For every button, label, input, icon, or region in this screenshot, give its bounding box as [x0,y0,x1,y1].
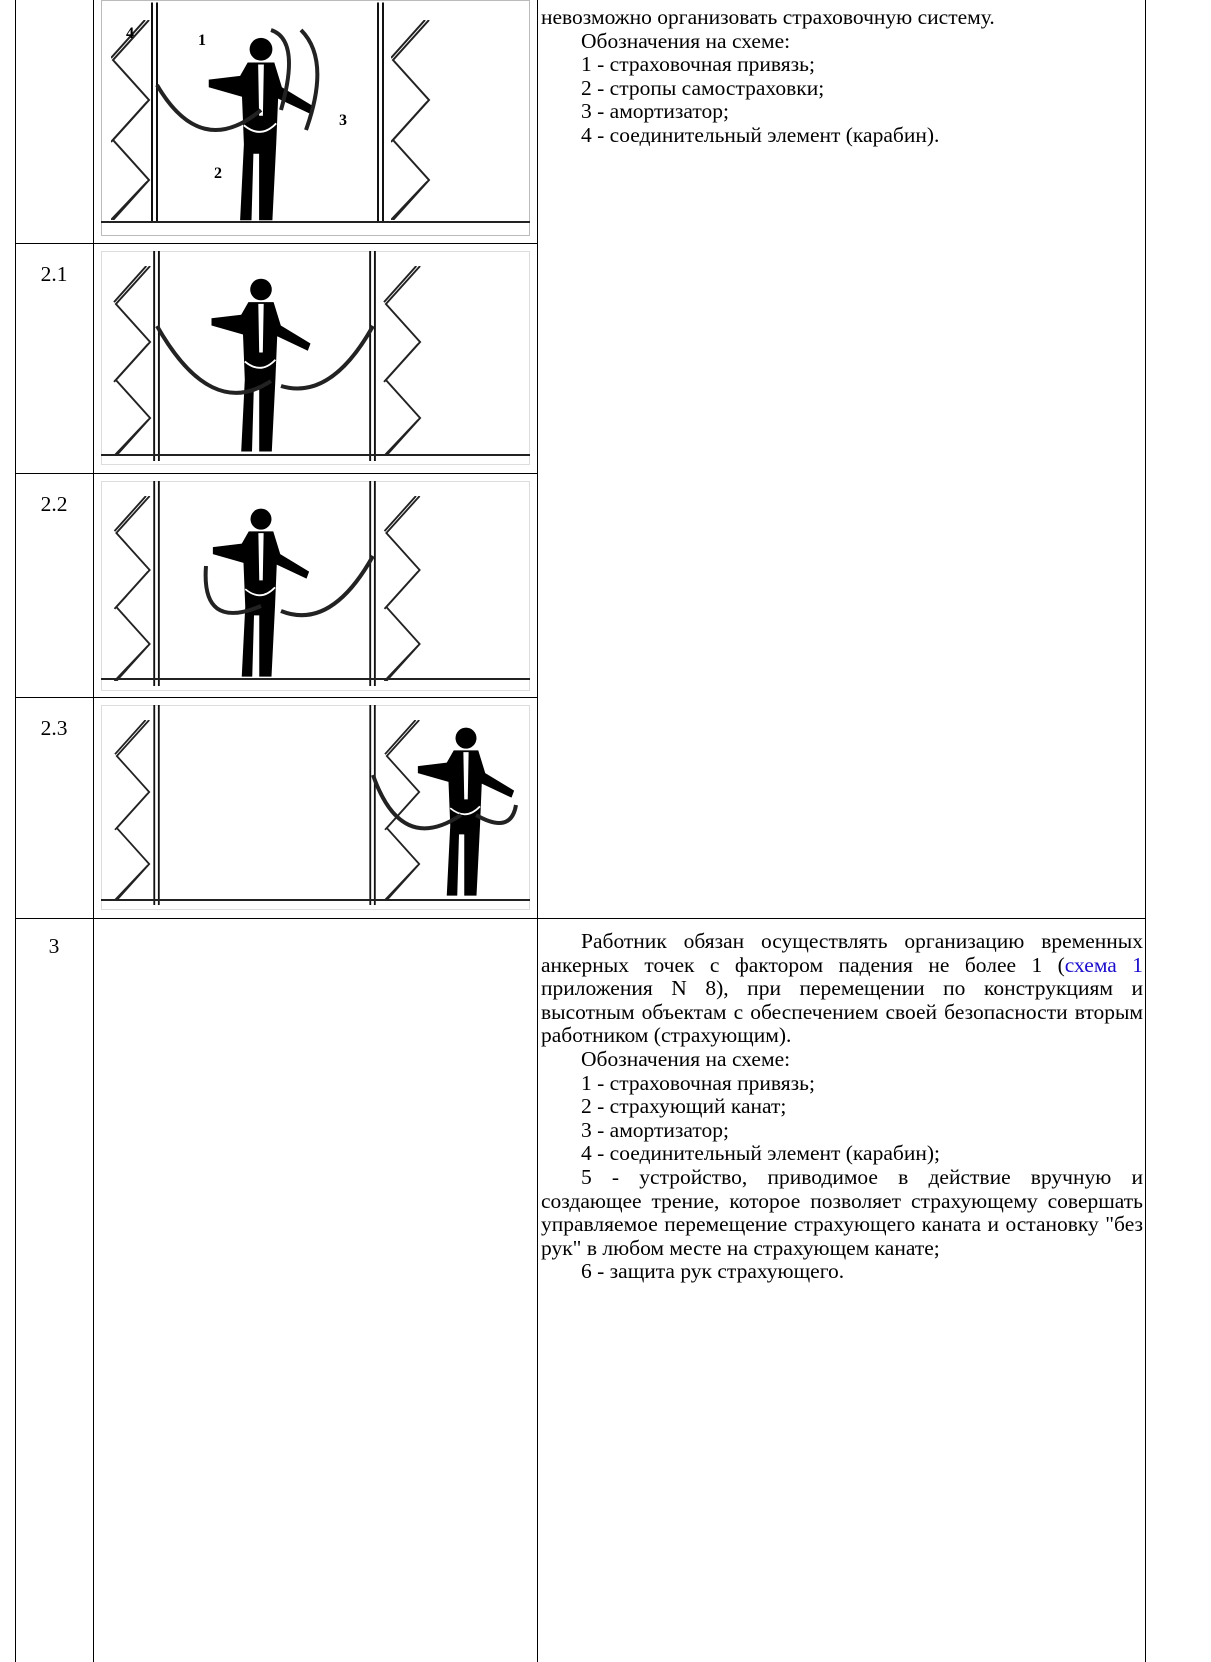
table-border [1145,0,1146,1662]
row-number: 2.1 [40,262,68,286]
table-border [537,0,538,1662]
legend-item: 3 - амортизатор; [581,99,729,124]
text: Работник обязан осуществлять организацию… [541,929,1143,977]
table-border [15,918,1146,919]
legend-item: 4 - соединительный элемент (карабин); [581,1141,940,1166]
figure: 4 1 3 2 [101,0,530,236]
legend-title: Обозначения на схеме: [581,1046,791,1071]
row-number: 2.3 [40,716,68,740]
figure-drawing [101,481,530,691]
table-border [15,243,537,244]
figure-drawing: 4 1 3 2 [101,0,530,236]
figure-drawing [101,251,530,465]
description: Работник обязан осуществлять организацию… [541,929,1143,1284]
legend-title: Обозначения на схеме: [581,28,791,53]
table-border [15,473,537,474]
legend-item: 1 - страховочная привязь; [581,52,815,77]
figure-label: 4 [126,25,134,42]
paragraph: невозможно организовать страховочную сис… [541,5,995,29]
legend-item: 1 - страховочная привязь; [581,1070,815,1095]
table-border [15,697,537,698]
paragraph: Работник обязан осуществлять организацию… [541,929,1143,1048]
legend-item: 6 - защита рук страхующего. [581,1259,845,1284]
legend-item: 3 - амортизатор; [581,1117,729,1142]
figure [101,251,530,465]
figure [101,481,530,691]
legend-item: 4 - соединительный элемент (карабин). [581,122,940,147]
legend-item: 2 - стропы самостраховки; [581,75,825,100]
figure-label: 2 [214,165,222,182]
row-number: 2.2 [40,492,68,516]
figure-drawing [101,705,530,910]
text: приложения N 8), при перемещении по конс… [541,976,1143,1048]
link[interactable]: схема 1 [1064,952,1143,977]
figure-label: 1 [198,32,206,49]
table-border [93,0,94,1662]
figure-label: 3 [339,112,347,129]
figure [101,705,530,910]
legend-item: 2 - страхующий канат; [581,1094,787,1119]
row-number: 3 [48,934,60,958]
description: невозможно организовать страховочную сис… [541,5,1143,148]
table-border [15,0,16,1662]
legend-item: 5 - устройство, приводимое в действие вр… [541,1164,1143,1260]
